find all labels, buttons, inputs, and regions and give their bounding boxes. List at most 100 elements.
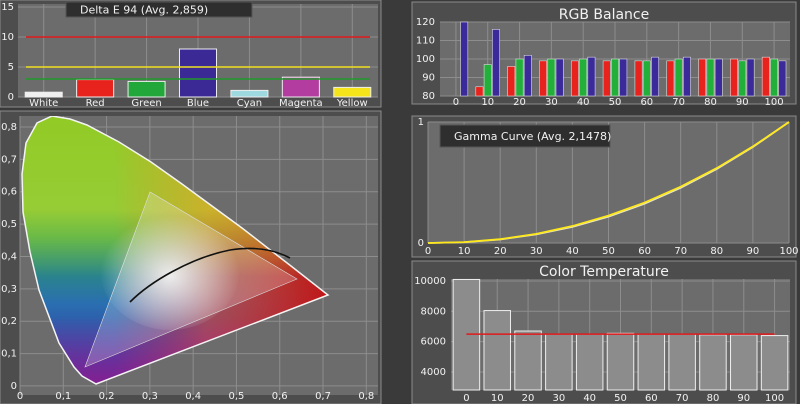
bar — [666, 60, 675, 97]
bar — [761, 56, 770, 97]
white-glow — [100, 210, 240, 330]
x-tick-label: 100 — [765, 393, 784, 404]
bar — [230, 89, 269, 98]
bar — [575, 333, 604, 391]
bar — [539, 60, 548, 97]
y-tick-label: 0,1 — [1, 349, 17, 360]
bar — [730, 334, 758, 391]
bar — [619, 58, 628, 97]
bar — [76, 79, 115, 98]
y-tick-label: 0,6 — [1, 187, 17, 198]
locus-outline — [21, 116, 330, 385]
x-tick-label: 100 — [779, 246, 798, 257]
x-tick-label: 0 — [425, 246, 431, 257]
y-tick-label: 5 — [8, 62, 14, 73]
planckian-locus — [129, 247, 291, 303]
y-tick-label: 0 — [8, 92, 14, 103]
x-tick-label: Green — [131, 98, 161, 109]
bar — [668, 333, 696, 391]
bar — [570, 60, 579, 97]
bar — [555, 58, 564, 97]
chart: 80 90 100 110 120 0 10 20 30 40 50 60 70 80 90 100 RGB B… — [416, 7, 790, 108]
chart-title: RGB Balance — [559, 7, 649, 23]
bar — [760, 335, 789, 391]
bar — [714, 58, 723, 97]
x-tick-label: 80 — [710, 246, 723, 257]
x-tick-label: 80 — [704, 97, 717, 108]
y-tick-label: 100 — [416, 54, 435, 65]
bar — [634, 60, 643, 97]
chart: 0 5 10 15 White Red Green Blue Cyan Magenta Yellow… — [1, 1, 378, 109]
x-tick-label: 70 — [676, 393, 689, 404]
x-tick-label: 20 — [513, 97, 526, 108]
bar — [483, 310, 511, 391]
y-tick-label: 0,2 — [1, 316, 17, 327]
x-tick-label: 70 — [674, 246, 687, 257]
x-tick-label: 0 — [453, 97, 459, 108]
bar — [602, 60, 611, 97]
y-tick-label: 0,4 — [1, 251, 17, 262]
bar — [333, 86, 372, 98]
bar — [547, 58, 556, 97]
x-tick-label: 100 — [765, 97, 784, 108]
x-tick-label: 0,2 — [99, 391, 115, 402]
bar — [682, 56, 691, 97]
y-tick-label: 0 — [418, 238, 424, 249]
bar — [507, 66, 516, 97]
x-tick-label: 60 — [638, 246, 651, 257]
x-tick-label: 60 — [645, 393, 658, 404]
x-tick-label: 70 — [672, 97, 685, 108]
y-tick-label: 120 — [416, 17, 435, 28]
x-tick-label: 50 — [602, 246, 615, 257]
x-tick-label: 10 — [481, 97, 494, 108]
x-tick-label: 30 — [545, 97, 558, 108]
x-tick-label: 40 — [577, 97, 590, 108]
bar — [24, 91, 63, 98]
x-tick-label: 0,7 — [315, 391, 331, 402]
x-tick-label: 0,3 — [142, 391, 158, 402]
x-tick-label: Magenta — [279, 98, 323, 109]
y-tick-label: 0,3 — [1, 284, 17, 295]
x-tick-label: 20 — [522, 393, 535, 404]
bar — [127, 80, 166, 98]
x-tick-label: 10 — [491, 393, 504, 404]
chart: 4000 6000 8000 10000 0 10 20 30 40 50 60 70 80 90 100 C… — [414, 264, 790, 404]
y-tick-label: 8000 — [421, 306, 446, 317]
y-tick-label: 1 — [418, 117, 424, 128]
y-tick-label: 15 — [1, 2, 14, 13]
x-tick-label: 30 — [530, 246, 543, 257]
y-tick-label: 10000 — [414, 276, 446, 287]
x-tick-label: 90 — [736, 97, 749, 108]
x-tick-label: 90 — [747, 246, 760, 257]
y-tick-label: 0,5 — [1, 219, 17, 230]
bar — [545, 333, 573, 391]
bar — [483, 64, 492, 97]
x-tick-label: 0 — [17, 391, 23, 402]
chromaticity-art — [21, 116, 330, 385]
bar — [674, 58, 683, 97]
x-tick-label: 30 — [552, 393, 565, 404]
y-tick-label: 0,7 — [1, 154, 17, 165]
y-tick-label: 0 — [11, 381, 17, 392]
x-tick-label: 0,4 — [185, 391, 201, 402]
x-tick-label: 90 — [737, 393, 750, 404]
y-tick-label: 6000 — [421, 337, 446, 348]
bar — [738, 60, 747, 97]
bar — [698, 58, 707, 97]
y-tick-label: 0,8 — [1, 122, 17, 133]
x-tick-label: 0,5 — [228, 391, 244, 402]
x-tick-label: 0,6 — [272, 391, 288, 402]
bar — [460, 21, 469, 97]
x-tick-label: Yellow — [336, 98, 368, 109]
bar — [706, 58, 715, 97]
bar — [281, 76, 320, 98]
x-tick-label: 0,8 — [358, 391, 374, 402]
bar — [699, 334, 727, 391]
x-tick-label: 80 — [707, 393, 720, 404]
bar — [579, 58, 588, 97]
x-tick-label: 40 — [583, 393, 596, 404]
bar — [642, 60, 651, 97]
chart-title: Delta E 94 (Avg. 2,859) — [80, 4, 208, 17]
bar — [515, 58, 524, 97]
